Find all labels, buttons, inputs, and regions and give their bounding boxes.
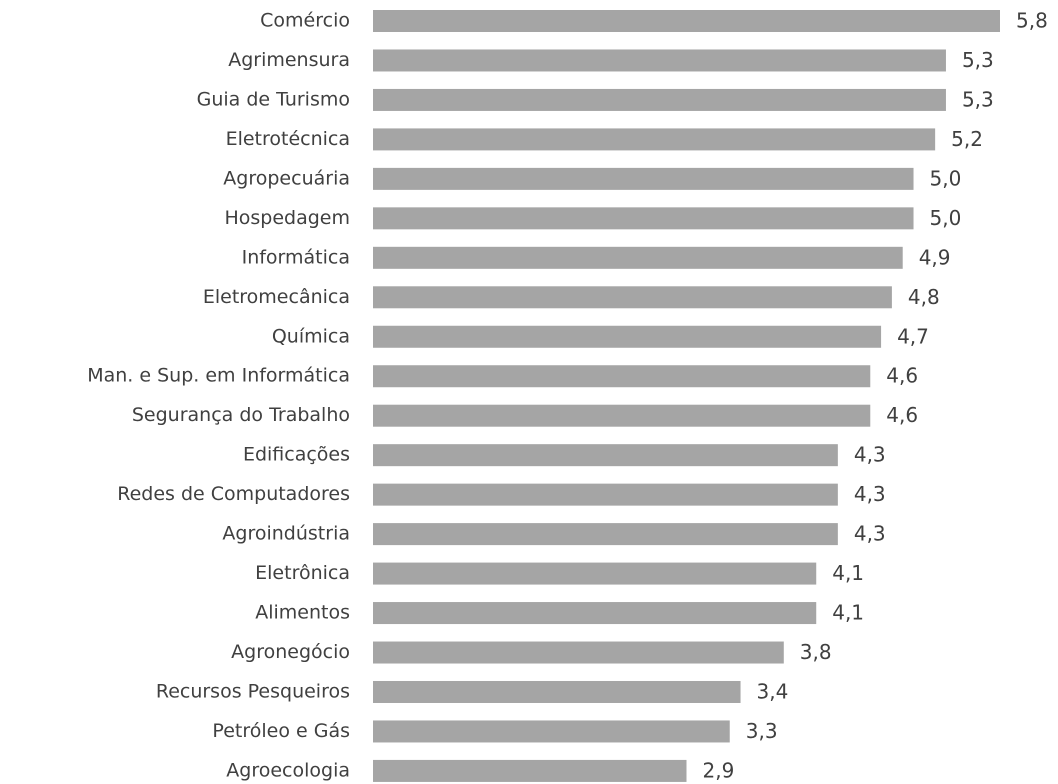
category-label: Redes de Computadores — [117, 483, 350, 505]
category-label: Agroecologia — [226, 759, 350, 781]
bar — [373, 562, 817, 585]
value-label: 4,3 — [854, 522, 886, 546]
bar — [373, 207, 914, 230]
bar — [373, 10, 1000, 32]
value-label: 4,8 — [908, 285, 940, 309]
bar — [373, 404, 871, 427]
value-label: 4,1 — [832, 561, 864, 585]
category-label: Agropecuária — [223, 167, 350, 189]
category-label: Agronegócio — [231, 641, 350, 663]
bar — [373, 286, 892, 309]
bar — [373, 444, 838, 467]
bar — [373, 365, 871, 388]
value-label: 4,3 — [854, 443, 886, 467]
value-label: 5,0 — [930, 166, 962, 190]
bar — [373, 483, 838, 506]
bar — [373, 720, 730, 743]
value-label: 4,6 — [886, 403, 918, 427]
bar — [373, 523, 838, 546]
bar — [373, 88, 946, 111]
value-label: 5,3 — [962, 48, 994, 72]
bar — [373, 49, 946, 72]
category-label: Agroindústria — [222, 523, 350, 545]
bar — [373, 167, 914, 190]
value-label: 5,3 — [962, 87, 994, 111]
value-label: 4,6 — [886, 364, 918, 388]
category-label: Man. e Sup. em Informática — [87, 365, 350, 387]
category-label: Hospedagem — [224, 207, 350, 229]
category-label: Informática — [242, 246, 350, 268]
bar — [373, 641, 784, 664]
bar — [373, 602, 817, 625]
category-label: Comércio — [260, 10, 350, 32]
category-label: Petróleo e Gás — [212, 720, 350, 742]
category-label: Alimentos — [255, 602, 350, 624]
value-label: 4,7 — [897, 324, 929, 348]
value-label: 3,8 — [800, 640, 832, 664]
value-label: 4,3 — [854, 482, 886, 506]
category-label: Eletrônica — [255, 562, 350, 584]
bar — [373, 759, 687, 782]
category-label: Recursos Pesqueiros — [156, 680, 350, 702]
value-label: 2,9 — [703, 758, 735, 782]
category-label: Guia de Turismo — [197, 88, 350, 110]
value-label: 3,4 — [757, 679, 789, 703]
value-label: 5,2 — [951, 127, 983, 151]
bar — [373, 246, 903, 269]
category-label: Segurança do Trabalho — [132, 404, 350, 426]
category-label: Química — [272, 325, 350, 347]
bar — [373, 680, 741, 703]
value-label: 5,8 — [1016, 9, 1048, 33]
category-label: Eletrotécnica — [226, 128, 350, 150]
category-label: Eletromecânica — [203, 286, 350, 308]
value-label: 4,9 — [919, 245, 951, 269]
bar — [373, 128, 936, 151]
value-label: 3,3 — [746, 719, 778, 743]
category-label: Agrimensura — [228, 49, 350, 71]
value-label: 4,1 — [832, 601, 864, 625]
category-label: Edificações — [243, 444, 350, 466]
bar — [373, 325, 882, 348]
value-label: 5,0 — [930, 206, 962, 230]
